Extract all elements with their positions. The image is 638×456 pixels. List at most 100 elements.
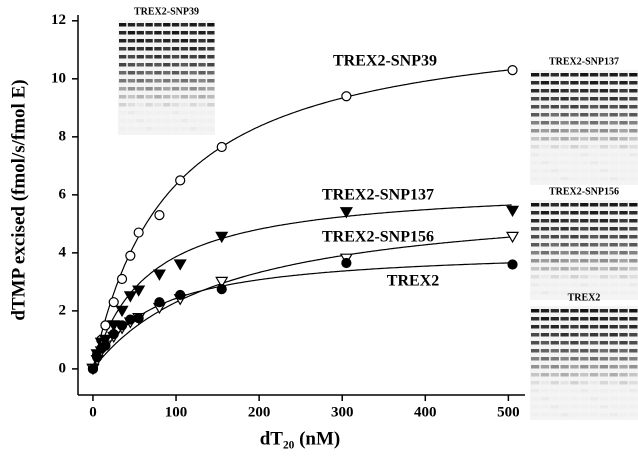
gel-band: [590, 283, 598, 287]
gel-band: [600, 203, 608, 207]
data-point: [217, 142, 226, 151]
gel-band: [610, 365, 618, 369]
data-point: [154, 270, 165, 280]
gel-band: [190, 55, 197, 59]
gel-band: [137, 103, 144, 107]
gel-band: [590, 357, 598, 361]
gel-band: [531, 341, 539, 345]
gel-band: [629, 309, 637, 313]
gel-band: [629, 73, 637, 77]
gel-band: [600, 153, 608, 157]
gel-band: [181, 55, 188, 59]
gel-band: [198, 39, 205, 43]
gel-band: [629, 317, 637, 321]
gel-band: [541, 309, 549, 313]
gel-band: [551, 219, 559, 223]
gel-band: [570, 73, 578, 77]
gel-band: [619, 291, 627, 295]
gel-band: [172, 39, 179, 43]
gel-band: [531, 413, 539, 417]
gel-band: [551, 275, 559, 279]
gel-band: [198, 71, 205, 75]
gel-band: [590, 349, 598, 353]
gel-band: [580, 397, 588, 401]
data-point: [175, 260, 186, 270]
gel-band: [580, 259, 588, 263]
gel-band: [531, 373, 539, 377]
gel-band: [163, 23, 170, 27]
gel-band: [541, 137, 549, 141]
gel-band: [629, 283, 637, 287]
gel-band: [154, 87, 161, 91]
gel-band: [119, 111, 126, 115]
gel-band: [551, 177, 559, 181]
gel-band: [580, 89, 588, 93]
gel-band: [541, 333, 549, 337]
gel-band: [610, 105, 618, 109]
gel-band: [541, 227, 549, 231]
gel-band: [531, 309, 539, 313]
gel-band: [163, 79, 170, 83]
gel-band: [145, 79, 152, 83]
gel-band: [570, 211, 578, 215]
data-point: [109, 298, 118, 307]
series-label: TREX2-SNP156: [322, 229, 434, 246]
gel-band: [570, 283, 578, 287]
gel-band: [181, 87, 188, 91]
gel-band: [551, 211, 559, 215]
gel-band: [629, 325, 637, 329]
gel-band: [629, 137, 637, 141]
gel-band: [580, 113, 588, 117]
gel-band: [570, 389, 578, 393]
gel-band: [600, 381, 608, 385]
gel-label: TREX2-SNP156: [549, 186, 619, 197]
gel-band: [551, 259, 559, 263]
y-tick-label: 0: [59, 360, 67, 376]
gel-band: [629, 389, 637, 393]
gel-band: [207, 95, 214, 99]
gel-band: [560, 137, 568, 141]
gel-band: [570, 341, 578, 345]
gel-band: [600, 259, 608, 263]
gel-band: [619, 161, 627, 165]
gel-band: [590, 161, 598, 165]
gel-band: [560, 333, 568, 337]
gel-band: [198, 103, 205, 107]
gel-band: [531, 291, 539, 295]
fit-curve: [93, 263, 512, 369]
gel-band: [610, 341, 618, 345]
gel-band: [551, 97, 559, 101]
gel-band: [541, 291, 549, 295]
gel-band: [190, 23, 197, 27]
series-label: TREX2-SNP137: [322, 187, 434, 204]
gel-band: [128, 119, 135, 123]
gel-band: [181, 23, 188, 27]
data-point: [508, 260, 517, 269]
gel-band: [560, 235, 568, 239]
gel-band: [629, 227, 637, 231]
gel-band: [619, 97, 627, 101]
gel-band: [541, 381, 549, 385]
gel-band: [207, 119, 214, 123]
gel-band: [541, 283, 549, 287]
gel-band: [619, 137, 627, 141]
gel-band: [119, 127, 126, 131]
gel-band: [551, 161, 559, 165]
data-point: [134, 314, 143, 323]
gel-band: [629, 397, 637, 401]
gel-band: [531, 405, 539, 409]
gel-band: [541, 177, 549, 181]
gel-band: [619, 389, 627, 393]
gel-band: [610, 397, 618, 401]
gel-band: [190, 31, 197, 35]
gel-band: [600, 309, 608, 313]
x-tick-label: 100: [165, 404, 188, 420]
gel-band: [172, 31, 179, 35]
gel-band: [629, 405, 637, 409]
gel-band: [619, 365, 627, 369]
gel-band: [531, 89, 539, 93]
gel-band: [190, 95, 197, 99]
gel-band: [600, 81, 608, 85]
gel-band: [154, 127, 161, 131]
gel-band: [137, 31, 144, 35]
